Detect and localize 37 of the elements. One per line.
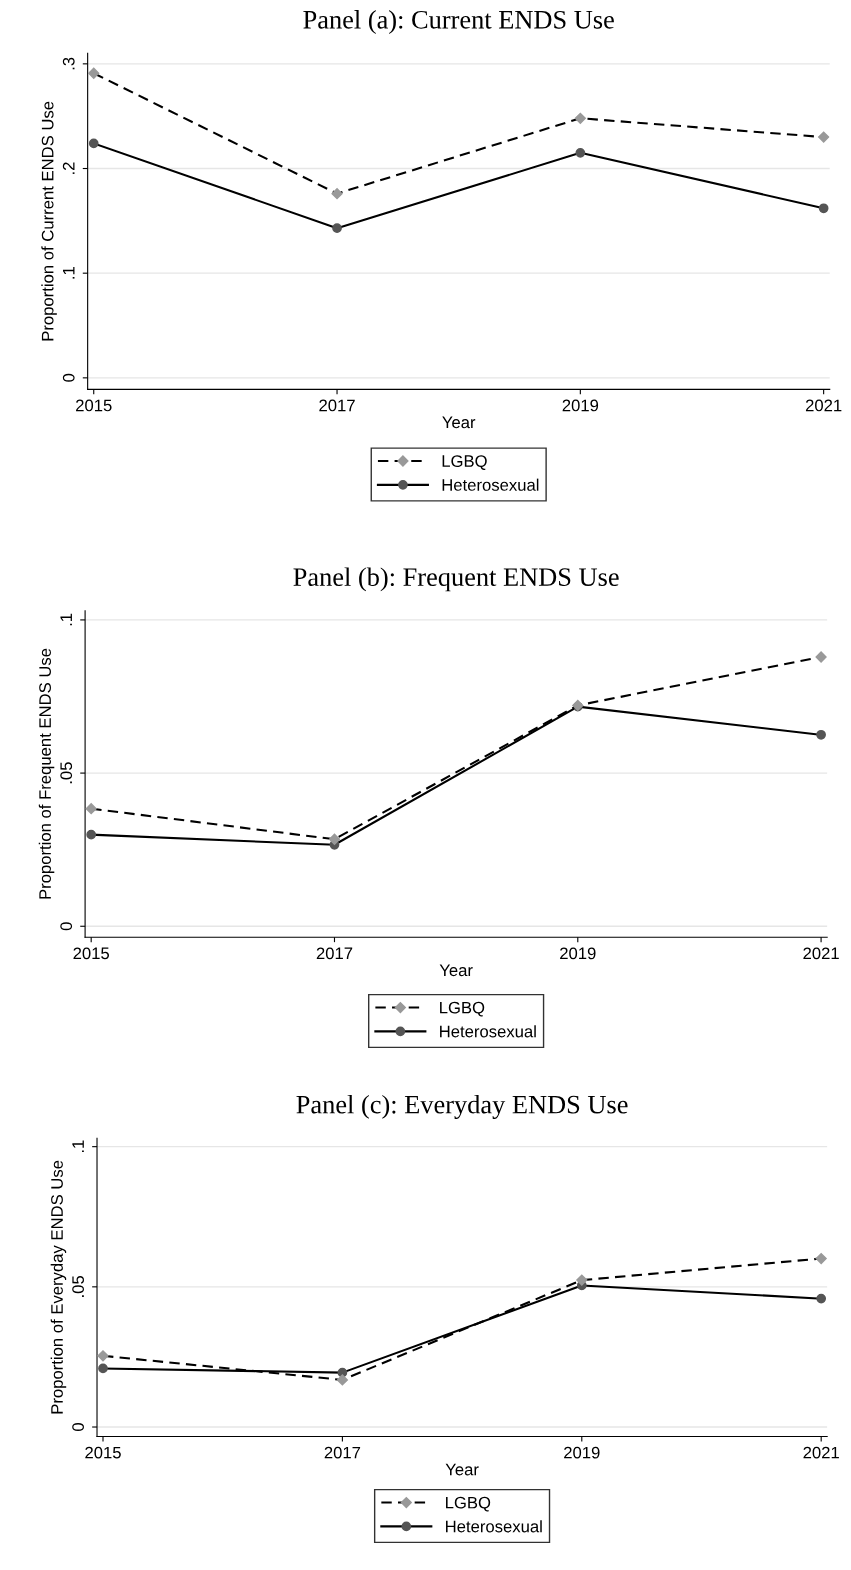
legend-label: LGBQ [446, 1496, 491, 1512]
chart-title: Panel (c): Everyday ENDS Use [296, 1094, 628, 1119]
x-tick-label: 2019 [560, 947, 596, 960]
chart-title: Panel (a): Current ENDS Use [303, 10, 614, 34]
y-tick-label: .1 [72, 1140, 84, 1153]
y-axis-title: Proportion of Frequent ENDS Use [38, 648, 55, 899]
x-tick-label: 2017 [324, 1446, 361, 1459]
y-tick-label: 0 [72, 1423, 84, 1431]
x-axis-title: Year [445, 1463, 479, 1476]
x-tick-label: 2021 [803, 1446, 839, 1459]
y-tick-label: .1 [63, 267, 75, 279]
x-tick-label: 2015 [85, 1446, 121, 1459]
y-tick-label: .05 [72, 1275, 84, 1297]
y-tick-label: .05 [60, 762, 73, 784]
x-tick-label: 2015 [73, 947, 110, 960]
y-tick-label: 0 [62, 373, 75, 382]
x-tick-label: 2021 [803, 947, 839, 960]
legend-label: Heterosexual [446, 1520, 542, 1533]
x-tick-label: 2017 [319, 399, 355, 412]
y-axis-title: Proportion of Current ENDS Use [41, 101, 57, 341]
y-tick-label: .3 [62, 57, 75, 70]
y-tick-label: .2 [62, 162, 75, 174]
x-tick-label: 2021 [805, 399, 842, 412]
y-axis-title: Proportion of Everyday ENDS Use [50, 1160, 67, 1414]
x-tick-label: 2019 [564, 1446, 600, 1459]
y-tick-label: 0 [60, 922, 73, 931]
y-tick-label: .1 [60, 613, 72, 626]
legend-label: Heterosexual [442, 478, 539, 491]
x-axis-title: Year [439, 964, 473, 977]
x-axis-title: Year [442, 416, 476, 429]
legend-label: LGBQ [442, 455, 487, 470]
x-tick-label: 2019 [562, 399, 599, 412]
legend-label: LGBQ [440, 1001, 485, 1017]
x-tick-label: 2015 [76, 399, 112, 412]
chart-title: Panel (b): Frequent ENDS Use [293, 567, 619, 592]
x-tick-label: 2017 [316, 947, 353, 960]
legend-label: Heterosexual [440, 1025, 536, 1038]
